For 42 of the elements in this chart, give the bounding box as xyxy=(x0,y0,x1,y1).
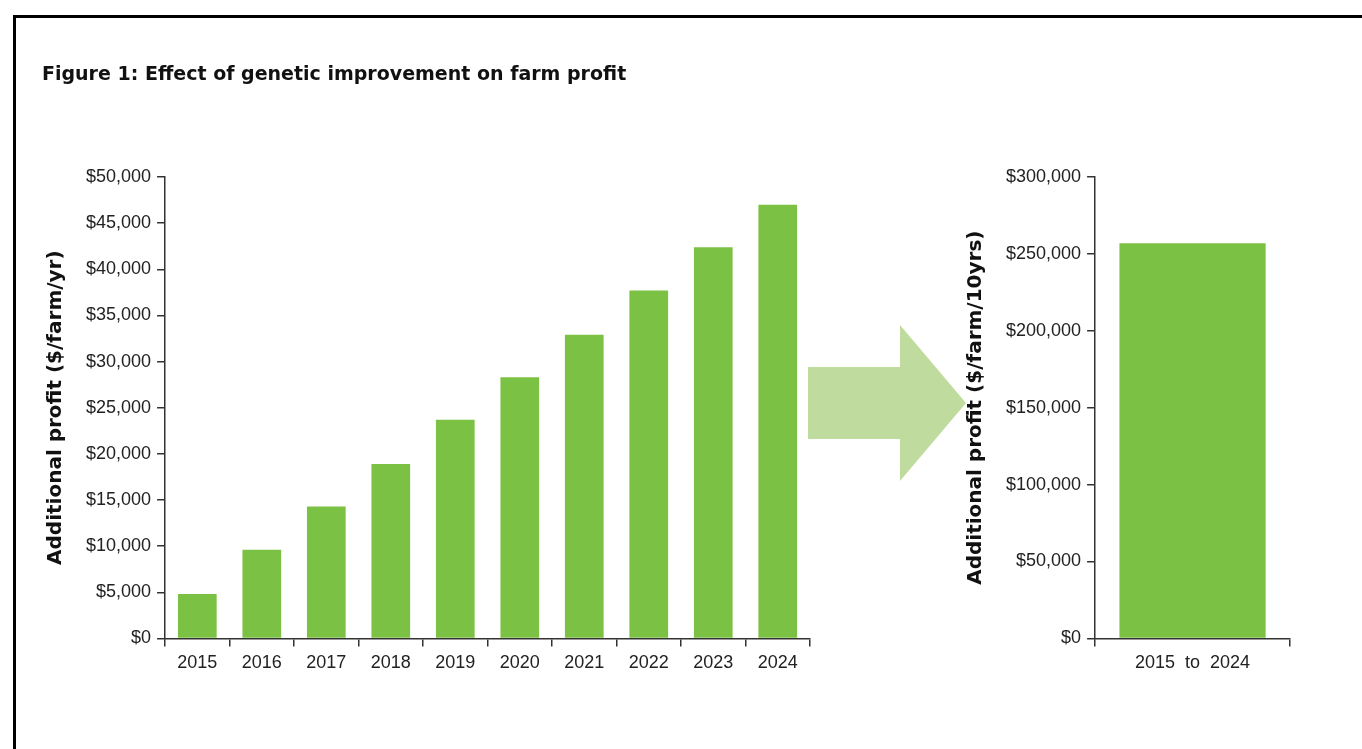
x-tick-label: 2020 xyxy=(499,652,540,673)
y-tick-label: $250,000 xyxy=(1006,242,1082,263)
y-axis-title: Additional profit ($/farm/10yrs) xyxy=(962,230,987,585)
y-tick-label: $200,000 xyxy=(1006,319,1082,340)
x-tick-label: 2019 xyxy=(435,652,476,673)
x-tick-label: 2022 xyxy=(628,652,669,673)
bar xyxy=(629,290,669,638)
y-tick-label: $5,000 xyxy=(96,581,152,602)
y-tick-label: $0 xyxy=(131,627,152,648)
y-tick-label: $300,000 xyxy=(1006,165,1082,186)
chart-title: Figure 1: Effect of genetic improvement on farm profit xyxy=(42,62,627,84)
bar xyxy=(435,419,475,638)
y-tick-label: $45,000 xyxy=(85,212,152,233)
y-tick-label: $0 xyxy=(1061,627,1082,648)
y-tick-label: $25,000 xyxy=(85,396,152,417)
x-tick-label: 2017 xyxy=(306,652,347,673)
bar xyxy=(564,334,604,638)
x-tick-label: 2023 xyxy=(693,652,734,673)
y-tick-label: $10,000 xyxy=(85,535,152,556)
y-tick-label: $40,000 xyxy=(85,258,152,279)
x-tick-label: 2016 xyxy=(241,652,282,673)
y-tick-label: $100,000 xyxy=(1006,473,1082,494)
x-tick-label: 2015 to 2024 xyxy=(1134,652,1251,673)
x-tick-label: 2015 xyxy=(177,652,218,673)
bar xyxy=(371,463,411,638)
y-tick-label: $35,000 xyxy=(85,304,152,325)
bar xyxy=(758,204,798,638)
y-tick-label: $150,000 xyxy=(1006,396,1082,417)
y-tick-label: $50,000 xyxy=(1016,550,1082,571)
x-tick-label: 2018 xyxy=(370,652,411,673)
bar xyxy=(693,247,733,638)
bar xyxy=(500,377,540,638)
bar xyxy=(177,594,217,638)
y-tick-label: $30,000 xyxy=(85,350,152,371)
x-tick-label: 2024 xyxy=(757,652,798,673)
y-axis-title: Additional profit ($/farm/yr) xyxy=(42,250,67,565)
x-tick-label: 2021 xyxy=(564,652,605,673)
y-tick-label: $50,000 xyxy=(85,165,152,186)
y-tick-label: $15,000 xyxy=(85,488,152,509)
bar xyxy=(242,549,282,638)
y-tick-label: $20,000 xyxy=(85,442,152,463)
bar xyxy=(306,506,346,638)
